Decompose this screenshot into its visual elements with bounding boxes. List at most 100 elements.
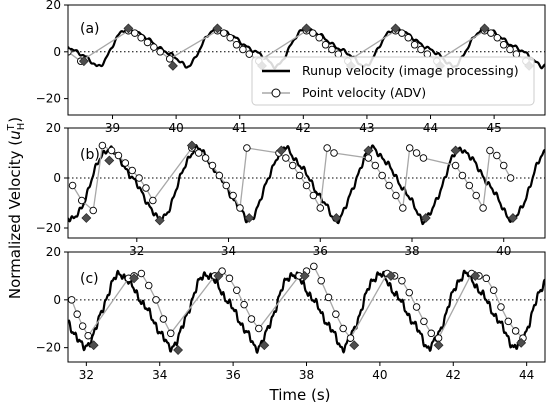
point-marker	[128, 166, 136, 175]
point-marker	[487, 29, 495, 37]
y-axis-title-text: Normalized Velocity	[6, 150, 24, 299]
point-marker	[404, 34, 413, 42]
x-tick-label: 36	[313, 244, 328, 258]
point-marker	[226, 34, 234, 42]
y-tick-label: −20	[36, 221, 61, 235]
point-marker	[472, 191, 480, 200]
point-marker	[506, 174, 515, 182]
point-marker	[417, 45, 425, 54]
point-marker	[392, 191, 400, 200]
x-tick-label: 32	[129, 244, 144, 258]
panel-label: (b)	[80, 147, 100, 163]
peak-diamond	[213, 270, 224, 281]
point-marker	[398, 276, 406, 285]
point-marker	[107, 146, 116, 155]
y-tick-label: 0	[53, 293, 61, 307]
y-tick-label: 20	[46, 0, 61, 12]
peak-diamond	[433, 340, 444, 351]
point-marker	[451, 161, 460, 170]
x-tick-label: 34	[152, 368, 167, 382]
peak-diamond	[212, 23, 223, 34]
point-marker	[156, 48, 164, 56]
point-marker	[229, 191, 237, 200]
point-marker	[225, 274, 234, 283]
series-runup-line	[68, 269, 545, 354]
point-marker	[419, 154, 428, 162]
x-tick-label: 32	[79, 368, 94, 382]
point-marker	[68, 296, 76, 304]
point-marker	[398, 29, 406, 37]
point-marker	[159, 315, 168, 323]
y-axis-title-sup: T	[6, 123, 17, 131]
point-marker	[339, 324, 347, 333]
legend-runup-label: Runup velocity (image processing)	[302, 63, 519, 78]
point-marker	[479, 204, 487, 212]
peak-diamond	[470, 270, 481, 281]
y-tick-label: −20	[36, 92, 61, 106]
point-marker	[334, 50, 343, 58]
x-tick-label: 40	[496, 244, 511, 258]
peak-diamond	[516, 337, 527, 348]
point-marker	[222, 181, 230, 190]
point-marker	[420, 317, 428, 326]
point-marker	[166, 55, 174, 63]
point-marker	[493, 151, 501, 160]
point-marker	[295, 171, 304, 180]
point-marker	[423, 50, 432, 58]
point-marker	[208, 161, 217, 170]
peak-diamond	[507, 213, 518, 223]
point-marker	[511, 327, 520, 335]
point-marker	[98, 141, 107, 150]
peak-diamond	[123, 23, 134, 34]
point-marker	[316, 204, 325, 212]
peak-diamond	[244, 213, 255, 223]
peak-diamond	[259, 340, 270, 351]
x-axis-title: Time (s)	[269, 386, 331, 404]
point-marker	[255, 324, 263, 333]
point-marker	[324, 293, 333, 302]
point-marker	[499, 161, 508, 170]
plot-area	[68, 140, 545, 226]
peak-diamond	[276, 145, 287, 156]
peak-diamond	[299, 270, 310, 281]
point-marker	[143, 38, 152, 47]
panel-label: (c)	[80, 271, 99, 287]
x-tick-label: 40	[372, 368, 387, 382]
point-marker	[412, 303, 421, 311]
peak-diamond	[104, 155, 115, 166]
y-tick-label: −20	[36, 341, 61, 355]
peak-diamond	[168, 60, 178, 71]
point-marker	[149, 196, 157, 205]
point-marker	[412, 149, 421, 157]
point-marker	[68, 181, 77, 190]
point-marker	[371, 161, 380, 170]
point-marker	[84, 331, 92, 340]
x-tick-label: 38	[299, 368, 314, 382]
point-marker	[410, 41, 419, 49]
y-axis-title-symbol: u	[6, 130, 24, 140]
point-marker	[243, 144, 251, 152]
point-marker	[512, 50, 521, 58]
point-marker	[137, 269, 146, 278]
point-marker	[142, 184, 150, 192]
point-marker	[220, 29, 228, 37]
y-axis-title-sub: H	[16, 123, 27, 131]
point-marker	[330, 149, 338, 157]
y-tick-label: 0	[53, 45, 61, 59]
point-marker	[399, 204, 407, 212]
point-marker	[315, 34, 323, 42]
point-marker	[201, 154, 210, 162]
point-marker	[309, 29, 317, 37]
point-marker	[482, 274, 491, 283]
peak-diamond	[173, 345, 184, 355]
point-marker	[135, 174, 143, 182]
peak-diamond	[129, 273, 139, 284]
legend-point-swatch-marker	[271, 88, 281, 98]
point-marker	[497, 303, 505, 311]
peak-diamond	[349, 340, 360, 351]
peak-diamond	[450, 145, 461, 156]
panel-c: −20 0 20 32 34 36 38 40 42 44 (c)	[36, 245, 546, 382]
point-marker	[240, 300, 248, 309]
point-marker	[317, 276, 325, 285]
